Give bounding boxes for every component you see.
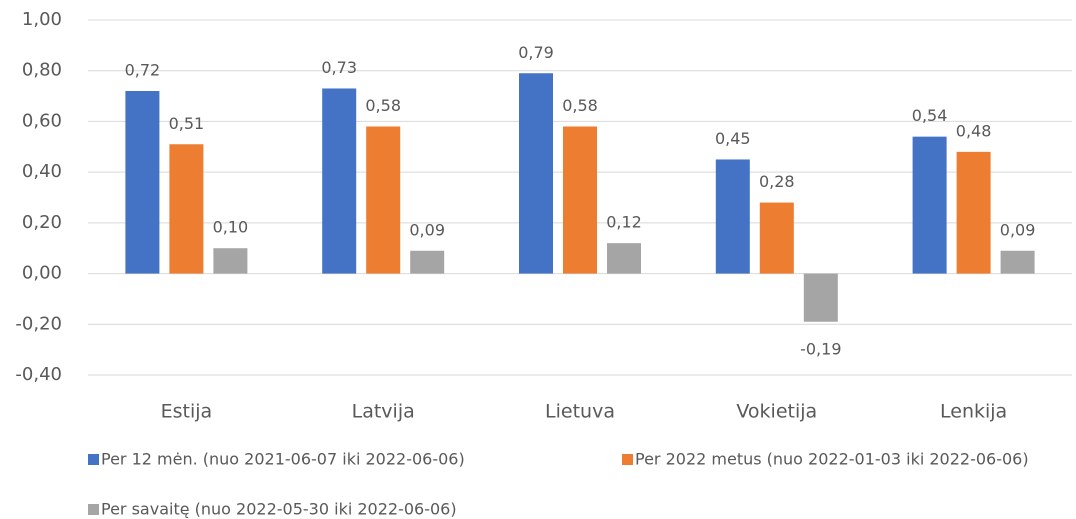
data-label: 0,72	[125, 61, 161, 80]
legend-label: Per 12 mėn. (nuo 2021-06-07 iki 2022-06-…	[101, 450, 465, 469]
y-tick-label: 0,00	[22, 263, 62, 284]
legend-swatch	[88, 454, 99, 465]
data-label: 0,58	[365, 96, 401, 115]
data-label: 0,54	[912, 106, 948, 125]
bar	[912, 136, 947, 274]
bar	[563, 126, 597, 274]
data-label: 0,58	[562, 96, 598, 115]
data-label: 0,10	[213, 218, 249, 237]
bar	[956, 151, 991, 274]
bar	[715, 159, 750, 274]
legend-label: Per savaitę (nuo 2022-05-30 iki 2022-06-…	[101, 500, 457, 519]
x-tick-label: Vokietija	[736, 401, 817, 423]
y-tick-label: 0,40	[22, 161, 62, 182]
data-label: 0,48	[956, 121, 992, 140]
bar	[213, 248, 248, 274]
data-label: 0,73	[321, 58, 357, 77]
data-label: 0,51	[169, 114, 205, 133]
y-tick-label: -0,20	[15, 313, 62, 334]
data-label: 0,09	[409, 220, 445, 239]
bar	[803, 273, 838, 322]
y-tick-label: 0,80	[22, 60, 62, 81]
bar	[519, 73, 553, 274]
bar	[607, 243, 641, 274]
bar	[366, 126, 401, 274]
x-tick-label: Latvija	[352, 401, 415, 423]
data-label: 0,09	[1000, 220, 1036, 239]
data-label: 0,45	[715, 129, 751, 148]
y-tick-label: 0,60	[22, 110, 62, 131]
x-tick-label: Estija	[161, 401, 213, 423]
bar	[759, 202, 794, 274]
legend-swatch	[88, 504, 99, 515]
bar	[125, 91, 160, 274]
y-tick-label: -0,40	[15, 364, 62, 385]
y-tick-label: 0,20	[22, 212, 62, 233]
bar	[1000, 250, 1035, 274]
data-label: -0,19	[800, 339, 841, 358]
x-tick-label: Lenkija	[940, 401, 1007, 423]
bar	[410, 250, 445, 274]
legend-label: Per 2022 metus (nuo 2022-01-03 iki 2022-…	[635, 450, 1029, 469]
data-label: 0,28	[759, 172, 795, 191]
legend-swatch	[622, 454, 633, 465]
bar	[169, 144, 204, 274]
data-label: 0,79	[518, 43, 554, 62]
x-tick-label: Lietuva	[545, 401, 615, 423]
bar	[322, 88, 357, 274]
y-tick-label: 1,00	[22, 9, 62, 30]
data-label: 0,12	[606, 213, 642, 232]
